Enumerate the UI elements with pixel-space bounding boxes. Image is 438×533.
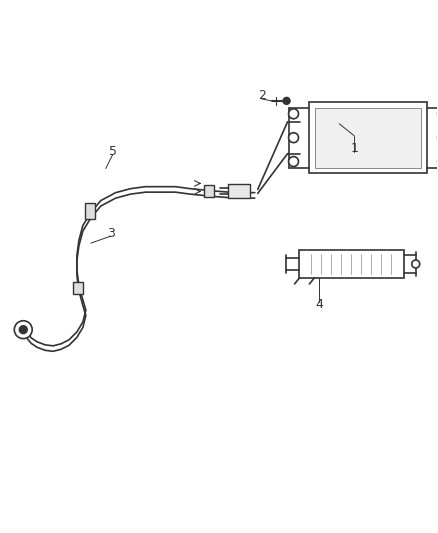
Circle shape [289, 157, 298, 166]
Circle shape [412, 260, 420, 268]
Text: 2: 2 [258, 90, 266, 102]
Text: 3: 3 [107, 227, 115, 240]
Bar [85, 203, 95, 219]
Text: 1: 1 [350, 142, 358, 155]
Bar [315, 108, 421, 167]
Circle shape [19, 326, 27, 334]
Circle shape [289, 109, 298, 119]
Circle shape [283, 98, 290, 104]
Bar [300, 250, 404, 278]
Bar [73, 282, 83, 294]
Circle shape [289, 133, 298, 143]
Bar [228, 184, 250, 198]
Bar [204, 185, 214, 197]
Circle shape [14, 321, 32, 338]
Text: 5: 5 [109, 145, 117, 158]
Text: 4: 4 [315, 298, 323, 311]
Bar [309, 102, 427, 173]
